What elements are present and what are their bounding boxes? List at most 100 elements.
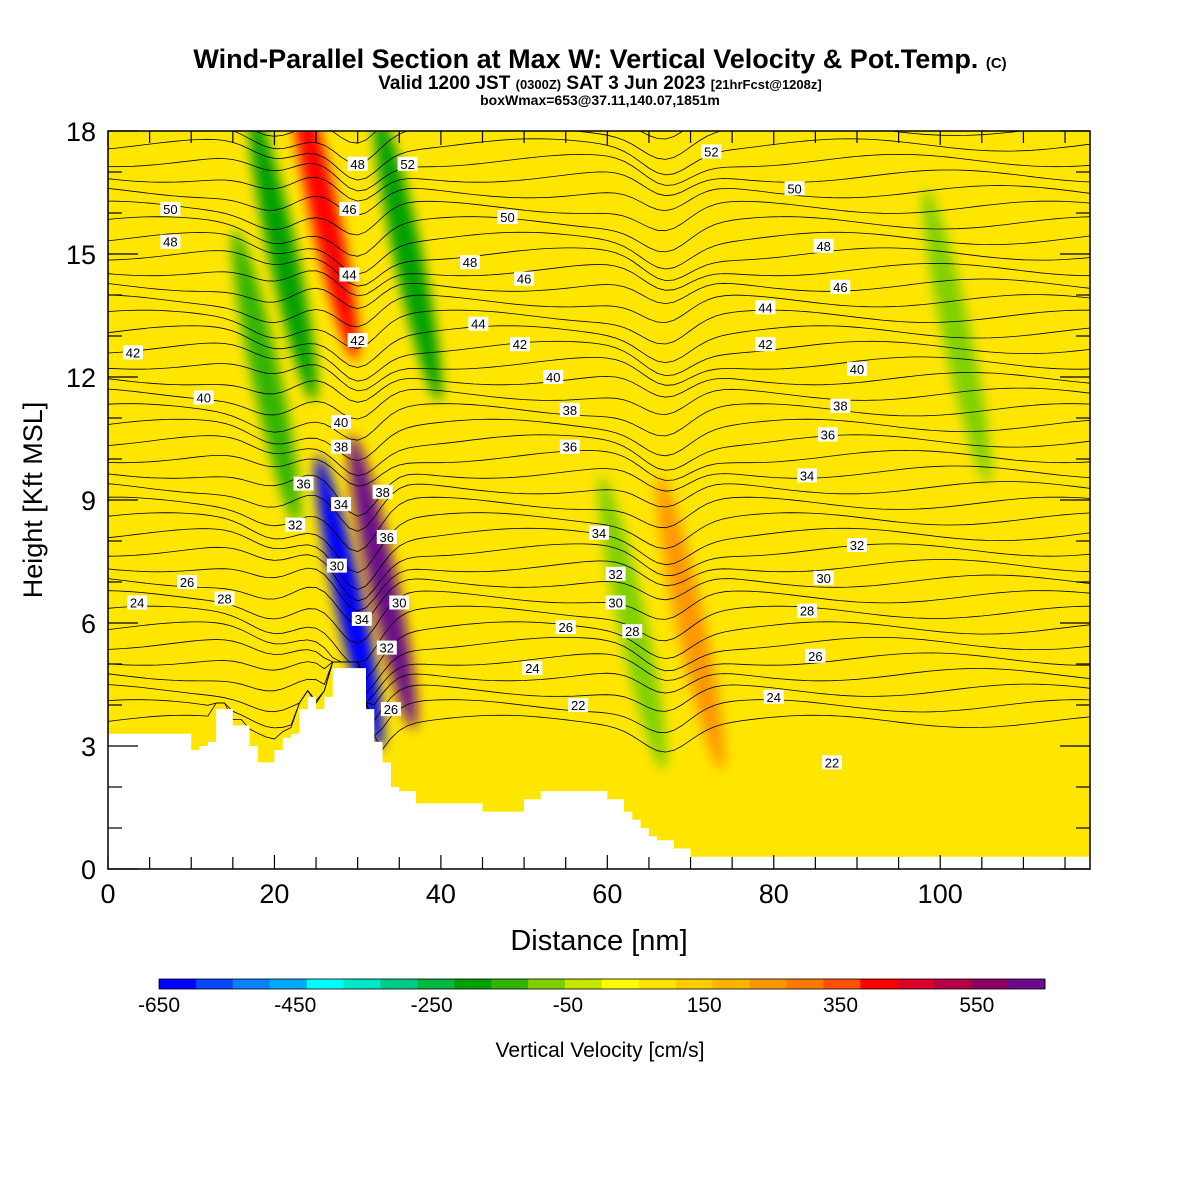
- theta-contour-21: [108, 387, 1090, 420]
- contour-label-2: 48: [350, 157, 364, 172]
- contour-label-bg-28: [293, 476, 314, 491]
- contour-label-31: 34: [800, 468, 814, 483]
- contour-label-28: 36: [296, 477, 310, 492]
- contour-label-bg-18: [755, 337, 776, 352]
- theta-contour-15: [108, 481, 1090, 532]
- x-axis-label: Distance [nm]: [510, 925, 687, 957]
- w-feature-8: [922, 189, 991, 483]
- theta-contours: [108, 131, 1090, 753]
- theta-contour-6: [108, 621, 1090, 681]
- contour-label-36: 30: [330, 559, 344, 574]
- contour-label-7: 46: [342, 202, 356, 217]
- contour-label-6: 48: [163, 235, 177, 250]
- theta-contour-3: [108, 661, 1090, 706]
- contour-label-8: 48: [463, 255, 477, 270]
- contour-label-5: 50: [787, 181, 801, 196]
- colorbar-swatch-1: [195, 979, 234, 989]
- contour-label-bg-5: [784, 181, 805, 196]
- colorbar-swatch-20: [897, 979, 935, 989]
- colorbar-swatch-11: [565, 979, 603, 989]
- contour-label-47: 28: [625, 624, 639, 639]
- contour-label-bg-37: [605, 566, 626, 581]
- contour-label-26: 36: [563, 440, 577, 455]
- contour-label-bg-20: [543, 370, 564, 384]
- contour-label-bg-11: [514, 271, 535, 286]
- theta-contour-17: [108, 449, 1090, 487]
- contour-label-bg-27: [817, 427, 838, 442]
- contour-label-bg-19: [193, 390, 214, 405]
- w-feature-4: [348, 435, 417, 729]
- theta-contour-25: [108, 325, 1090, 368]
- theta-contour-31: [108, 231, 1090, 275]
- theta-contour-28: [108, 278, 1090, 310]
- contour-label-bg-40: [214, 591, 235, 606]
- x-tick-label-20: 20: [259, 879, 289, 909]
- contour-label-48: 32: [380, 641, 394, 656]
- colorbar-tick-label: -250: [411, 994, 453, 1017]
- colorbar-frame: [158, 978, 1046, 990]
- y-tick-label-3: 3: [81, 732, 96, 762]
- colorbar-swatch-5: [343, 979, 381, 989]
- theta-contour-4: [108, 652, 1090, 704]
- contour-label-43: 30: [608, 596, 622, 611]
- contour-label-16: 42: [350, 333, 364, 348]
- contour-label-24: 40: [334, 415, 348, 430]
- contour-label-4: 50: [500, 210, 514, 225]
- terrain: [108, 668, 1090, 869]
- w-feature-5: [373, 131, 442, 401]
- contour-label-11: 46: [517, 272, 531, 287]
- contour-label-bg-35: [846, 538, 867, 553]
- contour-label-39: 26: [180, 575, 194, 590]
- theta-contour-32: [108, 216, 1090, 257]
- contour-label-14: 44: [758, 300, 772, 315]
- colorbar-label: Vertical Velocity [cm/s]: [496, 1039, 705, 1062]
- contour-label-51: 24: [767, 690, 781, 705]
- contour-label-32: 32: [288, 518, 302, 533]
- theta-contour-7: [108, 605, 1090, 663]
- theta-contour-37: [108, 138, 1090, 181]
- w-feature-6: [598, 476, 667, 770]
- contour-label-bg-16: [347, 333, 368, 348]
- contour-label-34: 34: [592, 526, 606, 541]
- contour-label-bg-54: [822, 755, 843, 770]
- theta-contour-22: [108, 372, 1090, 403]
- theta-contour-19: [108, 418, 1090, 461]
- contour-label-bg-12: [830, 279, 851, 294]
- theta-contour-11: [108, 543, 1090, 602]
- contour-label-44: 28: [800, 604, 814, 619]
- contour-label-35: 32: [850, 538, 864, 553]
- contour-label-bg-25: [331, 439, 352, 454]
- contour-label-1: 52: [400, 157, 414, 172]
- y-tick-label-18: 18: [66, 117, 96, 147]
- contour-label-bg-3: [160, 201, 181, 216]
- chart-title-text: Wind-Parallel Section at Max W: Vertical…: [193, 44, 979, 74]
- contour-label-21: 40: [850, 362, 864, 377]
- colorbar-tick-label: -650: [138, 994, 180, 1017]
- colorbar-tick-label: -50: [553, 994, 583, 1017]
- contour-label-bg-4: [497, 210, 518, 225]
- colorbar-swatch-6: [380, 979, 418, 989]
- w-feature-0: [232, 230, 301, 524]
- contour-label-bg-0: [701, 144, 722, 159]
- vertical-velocity-field: 52 52 48 50 50 50 48 46 48 48 44 46 46 44 44 42 42 42 42 40…: [108, 131, 1090, 869]
- contour-label-23: 38: [833, 399, 847, 414]
- theta-contour-13: [108, 512, 1090, 574]
- contour-label-27: 36: [821, 427, 835, 442]
- contour-label-bg-49: [805, 648, 826, 663]
- contour-label-bg-52: [568, 698, 589, 712]
- w-feature-7: [656, 476, 725, 770]
- contour-label-bg-39: [177, 575, 198, 589]
- contour-label-42: 30: [392, 596, 406, 611]
- theta-contour-33: [108, 200, 1090, 236]
- colorbar-swatch-8: [454, 979, 492, 989]
- theta-contour-0: [108, 661, 1090, 753]
- theta-contour-38: [232, 131, 1025, 165]
- colorbar-swatch-7: [417, 979, 455, 989]
- colorbar-swatch-10: [528, 979, 566, 989]
- colorbar-swatch-18: [823, 979, 861, 989]
- theta-contour-8: [108, 590, 1090, 644]
- contour-label-bg-53: [380, 702, 401, 717]
- theta-contour-30: [108, 247, 1090, 287]
- contour-label-bg-1: [397, 156, 418, 171]
- forecast-info: [21hrFcst@1208z]: [710, 77, 822, 92]
